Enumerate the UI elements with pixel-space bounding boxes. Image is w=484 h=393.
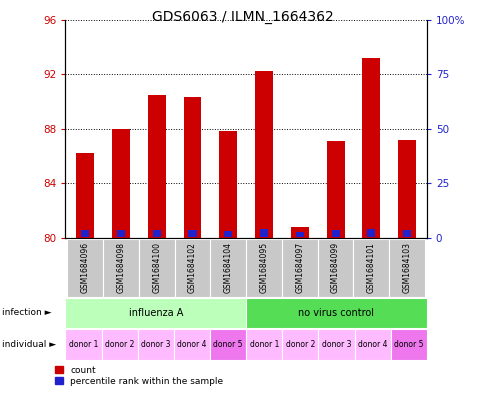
FancyBboxPatch shape	[354, 329, 390, 360]
Text: individual ►: individual ►	[2, 340, 57, 349]
Bar	[326, 141, 344, 238]
FancyBboxPatch shape	[245, 329, 282, 360]
FancyBboxPatch shape	[138, 239, 174, 297]
Text: donor 4: donor 4	[357, 340, 387, 349]
FancyBboxPatch shape	[210, 239, 245, 297]
Text: donor 2: donor 2	[285, 340, 315, 349]
Bar	[295, 232, 303, 237]
FancyBboxPatch shape	[65, 298, 245, 328]
FancyBboxPatch shape	[245, 239, 281, 297]
FancyBboxPatch shape	[317, 239, 353, 297]
Text: donor 4: donor 4	[177, 340, 206, 349]
Bar	[362, 58, 379, 238]
FancyBboxPatch shape	[103, 239, 138, 297]
Text: GSM1684102: GSM1684102	[188, 242, 197, 293]
FancyBboxPatch shape	[102, 329, 137, 360]
Bar	[152, 230, 160, 237]
Text: donor 1: donor 1	[69, 340, 98, 349]
FancyBboxPatch shape	[318, 329, 354, 360]
FancyBboxPatch shape	[390, 329, 426, 360]
Text: donor 5: donor 5	[393, 340, 423, 349]
Bar	[397, 140, 415, 238]
Text: GSM1684096: GSM1684096	[80, 242, 90, 293]
Text: influenza A: influenza A	[128, 308, 182, 318]
FancyBboxPatch shape	[353, 239, 389, 297]
Bar	[148, 95, 166, 238]
Text: GSM1684097: GSM1684097	[295, 242, 303, 293]
Bar	[188, 230, 196, 237]
Text: GSM1684101: GSM1684101	[366, 242, 375, 293]
Bar	[219, 131, 237, 238]
Text: GSM1684095: GSM1684095	[259, 242, 268, 293]
Legend: count, percentile rank within the sample: count, percentile rank within the sample	[53, 364, 225, 388]
Text: GDS6063 / ILMN_1664362: GDS6063 / ILMN_1664362	[151, 10, 333, 24]
FancyBboxPatch shape	[245, 298, 426, 328]
Text: no virus control: no virus control	[298, 308, 374, 318]
Text: GSM1684104: GSM1684104	[223, 242, 232, 293]
FancyBboxPatch shape	[282, 329, 318, 360]
FancyBboxPatch shape	[173, 329, 210, 360]
Bar	[76, 153, 94, 238]
Text: GSM1684100: GSM1684100	[152, 242, 161, 293]
Text: GSM1684103: GSM1684103	[402, 242, 411, 293]
FancyBboxPatch shape	[281, 239, 317, 297]
Bar	[290, 227, 308, 238]
Text: donor 2: donor 2	[105, 340, 134, 349]
FancyBboxPatch shape	[389, 239, 424, 297]
Text: infection ►: infection ►	[2, 309, 52, 317]
Bar	[224, 231, 232, 237]
Bar	[117, 230, 125, 237]
Bar	[259, 229, 268, 237]
FancyBboxPatch shape	[137, 329, 173, 360]
Bar	[112, 129, 130, 238]
FancyBboxPatch shape	[174, 239, 210, 297]
FancyBboxPatch shape	[210, 329, 245, 360]
Bar	[366, 229, 375, 237]
Text: donor 1: donor 1	[249, 340, 278, 349]
Text: GSM1684099: GSM1684099	[331, 242, 339, 293]
Text: donor 3: donor 3	[141, 340, 170, 349]
Bar	[255, 72, 272, 238]
Bar	[331, 230, 339, 237]
Text: GSM1684098: GSM1684098	[116, 242, 125, 293]
Text: donor 3: donor 3	[321, 340, 350, 349]
Text: donor 5: donor 5	[213, 340, 242, 349]
Bar	[402, 230, 410, 237]
Bar	[81, 230, 89, 237]
FancyBboxPatch shape	[65, 329, 102, 360]
FancyBboxPatch shape	[67, 239, 103, 297]
Bar	[183, 97, 201, 238]
